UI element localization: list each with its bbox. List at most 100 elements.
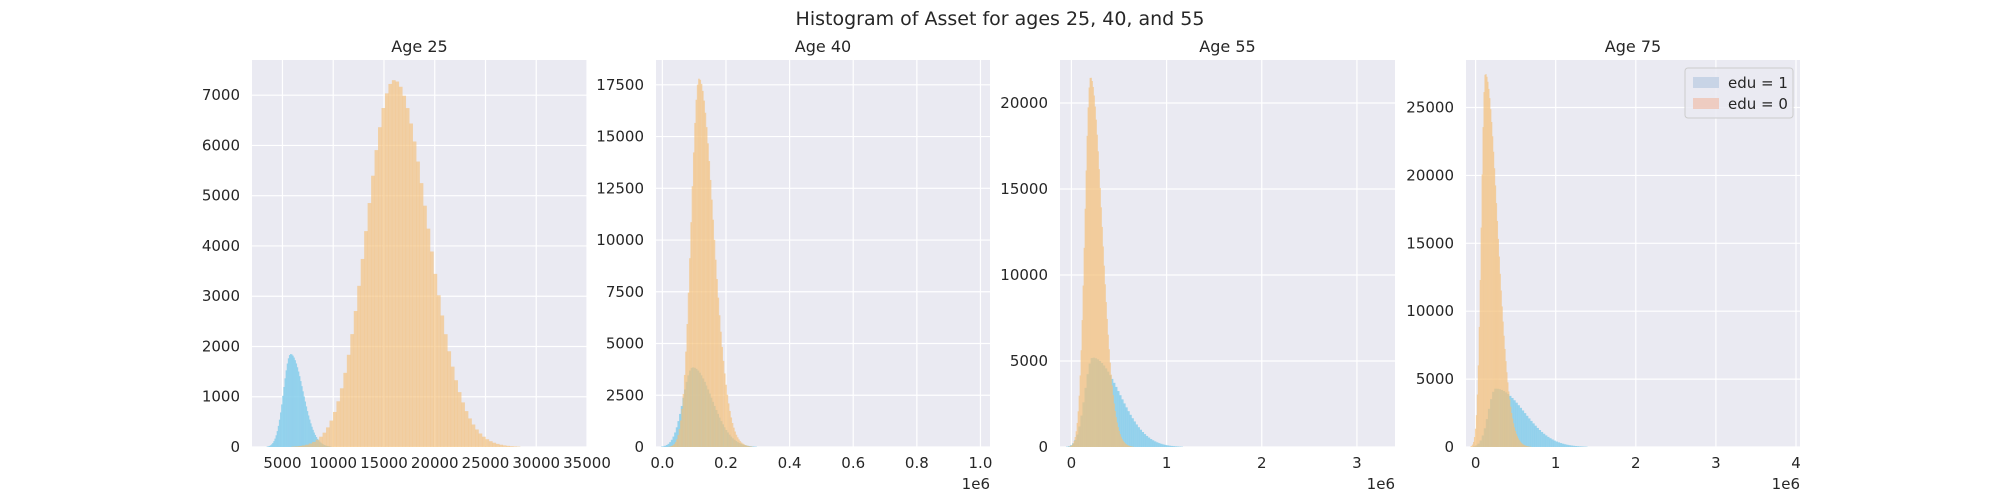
histogram-bar [1490, 109, 1492, 448]
histogram-bar [1151, 440, 1155, 447]
histogram-bar [1538, 430, 1542, 447]
x-tick-label: 2 [1257, 454, 1267, 472]
histogram-bar [364, 231, 368, 447]
histogram-bar [1172, 446, 1175, 447]
histogram-bar [662, 446, 665, 447]
histogram-bar [322, 432, 327, 447]
histogram-bar [395, 81, 400, 448]
histogram-bar [674, 442, 677, 447]
histogram-bar [1082, 285, 1084, 447]
y-tick-label: 10000 [1000, 266, 1048, 284]
y-tick-label: 5000 [606, 335, 644, 353]
x-tick-label: 15000 [360, 454, 408, 472]
histogram-bar [687, 292, 690, 447]
plot-area [1466, 60, 1800, 447]
histogram-bar [295, 363, 298, 447]
histogram-bar [1483, 92, 1485, 447]
histogram-bar [727, 403, 730, 447]
histogram-bar [1071, 444, 1073, 447]
histogram-bar [314, 434, 317, 447]
histogram-bar [738, 439, 740, 447]
histogram-bar [391, 80, 396, 447]
histogram-bar [1069, 446, 1071, 447]
histogram-bar [478, 433, 483, 447]
histogram-bar [720, 331, 722, 447]
histogram-bar [707, 143, 709, 447]
x-tick-label: 0 [1067, 454, 1077, 472]
histogram-bar [443, 334, 448, 447]
histogram-bar [1095, 119, 1097, 448]
histogram-bar [1527, 446, 1529, 447]
histogram-bar [1162, 444, 1165, 447]
histogram-bar [674, 432, 677, 447]
histogram-bar [306, 411, 309, 447]
histogram-bar [1494, 185, 1497, 447]
histogram-bar [1574, 446, 1577, 447]
histogram-bar [1143, 434, 1147, 447]
histogram-bar [1135, 424, 1138, 447]
histogram-bar [1113, 403, 1115, 447]
histogram-bar [1487, 81, 1489, 447]
y-tick-label: 12500 [596, 179, 644, 197]
histogram-bar [1107, 334, 1109, 447]
histogram-bar [1094, 106, 1096, 448]
histogram-bar [695, 99, 698, 447]
histogram-bar [1570, 445, 1573, 447]
histogram-bar [1478, 326, 1480, 447]
histogram-bar [1528, 446, 1530, 447]
y-tick-label: 6000 [202, 136, 240, 154]
histogram-bar [1092, 86, 1094, 448]
histogram-bar [1544, 435, 1548, 447]
histogram-bar [513, 446, 517, 447]
histogram-bar [288, 355, 291, 447]
histogram-bar [1114, 410, 1116, 447]
histogram-bar [284, 378, 286, 447]
histogram-bar [714, 259, 717, 447]
histogram-bar [708, 161, 711, 447]
histogram-bar [336, 401, 341, 447]
histogram-bar [271, 444, 273, 447]
histogram-bar [1512, 418, 1514, 447]
histogram-bar [1493, 168, 1496, 447]
histogram-bar [282, 395, 284, 447]
histogram-bar [689, 258, 691, 447]
histogram-bar [729, 410, 731, 447]
histogram-bar [307, 415, 310, 447]
histogram-series-edu-0 [291, 80, 521, 448]
histogram-bar [447, 351, 452, 447]
legend-swatch [1693, 98, 1719, 109]
histogram-bar [685, 351, 687, 447]
histogram-bar [1147, 437, 1151, 447]
histogram-bar [454, 380, 458, 447]
histogram-bar [696, 84, 699, 448]
histogram-bar [277, 425, 280, 447]
histogram-bar [1504, 348, 1506, 447]
histogram-bar [1480, 227, 1482, 447]
histogram-bar [450, 366, 455, 447]
histogram-bar [1526, 446, 1528, 447]
histogram-bar [509, 446, 514, 447]
histogram-bar [388, 83, 393, 448]
y-tick-label: 1000 [202, 388, 240, 406]
histogram-bar [1139, 429, 1143, 447]
histogram-bar [672, 445, 674, 447]
histogram-bar [726, 394, 729, 447]
histogram-bar [669, 442, 672, 447]
histogram-bar [735, 434, 738, 447]
histogram-bar [1125, 444, 1127, 447]
histogram-bar [1542, 433, 1546, 447]
x-tick-label: 3 [1711, 454, 1721, 472]
histogram-bar [716, 279, 718, 447]
histogram-bar [1519, 407, 1523, 447]
histogram-bar [1484, 74, 1486, 447]
histogram-bar [1093, 95, 1095, 447]
histogram-bar [747, 445, 749, 447]
histogram-bar [506, 445, 510, 447]
histogram-bar [1514, 430, 1517, 447]
histogram-bar [677, 421, 680, 447]
histogram-bar [1078, 395, 1080, 447]
histogram-bar [1128, 445, 1130, 447]
histogram-bar [1124, 443, 1126, 447]
histogram-bar [749, 446, 752, 447]
histogram-bar [353, 311, 358, 447]
